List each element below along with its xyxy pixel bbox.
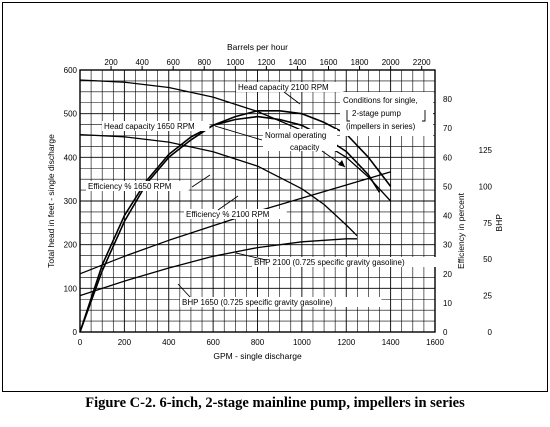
- top-tick-label: 1400: [289, 58, 307, 67]
- x-tick-label: 600: [206, 338, 220, 347]
- x-tick-label: 1400: [382, 338, 400, 347]
- conditions-line1: Conditions for single,: [343, 96, 418, 105]
- series-label-bg: [180, 297, 382, 307]
- y-left-tick-label: 400: [64, 153, 78, 162]
- y-left-axis-title: Total head in feet - single discharge: [46, 134, 56, 268]
- series-leader-line: [217, 195, 239, 211]
- figure-caption: Figure C-2. 6-inch, 2-stage mainline pum…: [85, 395, 465, 411]
- y-left-tick-label: 600: [64, 66, 78, 75]
- top-tick-label: 2200: [413, 58, 431, 67]
- y-eff-tick-label: 80: [443, 95, 452, 104]
- top-axis-title: Barrels per hour: [227, 42, 288, 52]
- y-eff-axis-title: Efficiency in percent: [456, 192, 466, 269]
- normal-arrowhead: [338, 160, 345, 167]
- series-label-bg: [86, 181, 189, 191]
- series-label-2: Efficiency % 1650 RPM: [88, 182, 172, 191]
- y-bhp-tick-label: 75: [483, 219, 492, 228]
- top-tick-label: 200: [104, 58, 118, 67]
- top-tick-label: 800: [198, 58, 212, 67]
- x-axis-title: GPM - single discharge: [213, 351, 302, 361]
- series-leader-line: [191, 174, 211, 188]
- series-label-bg: [252, 257, 454, 267]
- x-tick-label: 1000: [293, 338, 311, 347]
- x-tick-label: 0: [78, 338, 83, 347]
- y-left-tick-label: 300: [64, 197, 78, 206]
- conditions-line2: 2-stage pump: [352, 109, 401, 118]
- series-line-2: [79, 115, 381, 333]
- series-label-3: Efficiency % 2100 RPM: [186, 210, 270, 219]
- series-line-1: [79, 133, 358, 237]
- top-tick-label: 1200: [257, 58, 275, 67]
- series-label-0: Head capacity 2100 RPM: [238, 83, 329, 92]
- plot-frame: [79, 69, 436, 333]
- top-tick-label: 1600: [320, 58, 338, 67]
- top-tick-label: 400: [135, 58, 149, 67]
- y-left-tick-label: 0: [73, 328, 78, 337]
- series-label-bg: [102, 121, 210, 131]
- conditions-line3: (impellers in series): [346, 122, 416, 131]
- y-bhp-tick-label: 125: [479, 146, 493, 155]
- normal-line1: Normal operating: [265, 131, 326, 140]
- y-bhp-axis-title: BHP: [494, 214, 504, 232]
- series-label-4: BHP 2100 (0.725 specific gravity gasolin…: [254, 258, 405, 267]
- normal-label-bg: [263, 129, 337, 151]
- series-label-5: BHP 1650 (0.725 specific gravity gasolin…: [182, 298, 333, 307]
- x-tick-label: 200: [118, 338, 132, 347]
- series-leader-line: [283, 91, 301, 105]
- y-left-tick-label: 100: [64, 284, 78, 293]
- y-eff-tick-label: 0: [443, 328, 448, 337]
- series-leader-line: [235, 252, 267, 261]
- series-leader-line: [214, 125, 263, 141]
- top-tick-label: 2000: [382, 58, 400, 67]
- y-eff-tick-label: 40: [443, 212, 452, 221]
- conditions-box-bg: [340, 92, 433, 136]
- series-leader-line: [177, 283, 191, 298]
- y-eff-tick-label: 30: [443, 241, 452, 250]
- x-tick-label: 1200: [337, 338, 355, 347]
- top-tick-label: 600: [167, 58, 181, 67]
- y-eff-tick-label: 60: [443, 153, 452, 162]
- top-tick-label: 1800: [351, 58, 369, 67]
- series-line-3: [79, 110, 392, 333]
- conditions-bracket: [422, 110, 426, 122]
- y-bhp-tick-label: 0: [488, 328, 493, 337]
- labels-layer: Head capacity 2100 RPM Head capacity 1650…: [86, 82, 454, 307]
- conditions-bracket: [346, 110, 350, 122]
- series-label-bg: [184, 209, 287, 219]
- series-label-bg: [236, 82, 344, 92]
- x-tick-label: 1600: [426, 338, 444, 347]
- y-bhp-tick-label: 25: [483, 292, 492, 301]
- y-eff-tick-label: 10: [443, 299, 452, 308]
- x-tick-label: 800: [251, 338, 265, 347]
- y-eff-tick-label: 50: [443, 182, 452, 191]
- series-line-5: [79, 238, 358, 297]
- y-left-tick-label: 200: [64, 241, 78, 250]
- figure-frame: [2, 2, 548, 392]
- y-bhp-tick-label: 100: [479, 182, 493, 191]
- y-left-tick-label: 500: [64, 110, 78, 119]
- y-bhp-tick-label: 50: [483, 255, 492, 264]
- top-tick-label: 1000: [226, 58, 244, 67]
- series-layer: [79, 79, 392, 333]
- series-label-1: Head capacity 1650 RPM: [104, 122, 195, 131]
- y-eff-tick-label: 70: [443, 124, 452, 133]
- normal-line2: capacity: [290, 143, 319, 152]
- y-eff-tick-label: 20: [443, 270, 452, 279]
- x-tick-label: 400: [162, 338, 176, 347]
